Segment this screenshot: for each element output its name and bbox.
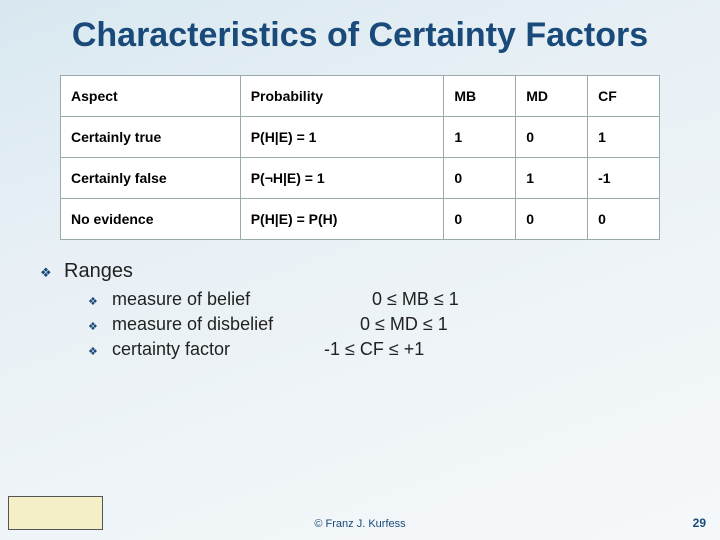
col-cf: CF — [588, 76, 660, 117]
cell: P(H|E) = P(H) — [240, 199, 444, 240]
slide-title: Characteristics of Certainty Factors — [0, 0, 720, 65]
page-number: 29 — [693, 516, 706, 530]
cell: 1 — [516, 158, 588, 199]
ranges-section: ❖ Ranges ❖ measure of belief 0 ≤ MB ≤ 1 … — [40, 260, 680, 360]
list-item: ❖ certainty factor -1 ≤ CF ≤ +1 — [88, 339, 680, 360]
ranges-heading-label: Ranges — [64, 260, 133, 283]
ranges-list: ❖ measure of belief 0 ≤ MB ≤ 1 ❖ measure… — [88, 289, 680, 360]
ranges-heading-item: ❖ Ranges — [40, 260, 680, 283]
table-row: Certainly true P(H|E) = 1 1 0 1 — [61, 117, 660, 158]
cell: 0 — [516, 117, 588, 158]
diamond-bullet-icon: ❖ — [88, 345, 102, 358]
cell: 0 — [516, 199, 588, 240]
cf-table-container: Aspect Probability MB MD CF Certainly tr… — [60, 75, 660, 240]
cell: 1 — [588, 117, 660, 158]
copyright-text: © Franz J. Kurfess — [0, 518, 720, 530]
cell: P(¬H|E) = 1 — [240, 158, 444, 199]
table-header-row: Aspect Probability MB MD CF — [61, 76, 660, 117]
list-item: ❖ measure of disbelief 0 ≤ MD ≤ 1 — [88, 314, 680, 335]
cell: 0 — [444, 158, 516, 199]
cell: Certainly false — [61, 158, 241, 199]
cell: P(H|E) = 1 — [240, 117, 444, 158]
col-md: MD — [516, 76, 588, 117]
table-row: No evidence P(H|E) = P(H) 0 0 0 — [61, 199, 660, 240]
diamond-bullet-icon: ❖ — [88, 320, 102, 333]
range-value: 0 ≤ MB ≤ 1 — [372, 289, 459, 310]
diamond-bullet-icon: ❖ — [88, 295, 102, 308]
diamond-bullet-icon: ❖ — [40, 265, 54, 281]
col-aspect: Aspect — [61, 76, 241, 117]
cell: 1 — [444, 117, 516, 158]
col-mb: MB — [444, 76, 516, 117]
range-value: 0 ≤ MD ≤ 1 — [360, 314, 448, 335]
table-row: Certainly false P(¬H|E) = 1 0 1 -1 — [61, 158, 660, 199]
cell: -1 — [588, 158, 660, 199]
cell: 0 — [444, 199, 516, 240]
cell: 0 — [588, 199, 660, 240]
range-label: measure of disbelief — [112, 314, 312, 335]
range-label: certainty factor — [112, 339, 312, 360]
cf-table: Aspect Probability MB MD CF Certainly tr… — [60, 75, 660, 240]
cell: Certainly true — [61, 117, 241, 158]
cell: No evidence — [61, 199, 241, 240]
range-label: measure of belief — [112, 289, 312, 310]
col-probability: Probability — [240, 76, 444, 117]
list-item: ❖ measure of belief 0 ≤ MB ≤ 1 — [88, 289, 680, 310]
range-value: -1 ≤ CF ≤ +1 — [324, 339, 424, 360]
